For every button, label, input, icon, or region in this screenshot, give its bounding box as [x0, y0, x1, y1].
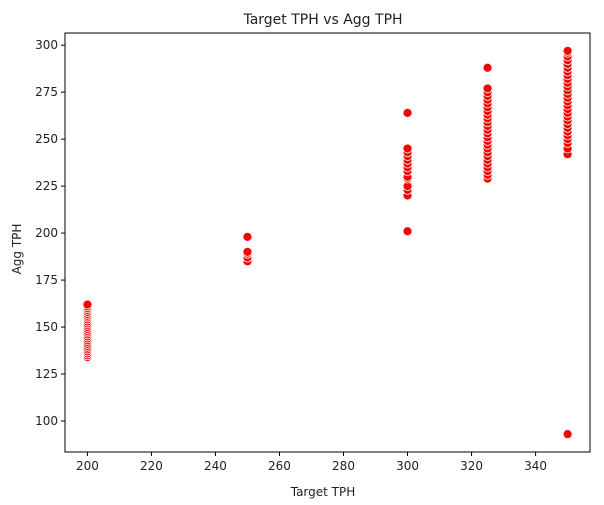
- data-point: [402, 107, 413, 118]
- y-tick-label: 100: [35, 414, 58, 428]
- x-tick-label: 340: [524, 459, 547, 473]
- y-axis-ticks: 100 125 150 175 200 225 250 275 300: [35, 38, 65, 428]
- data-point: [562, 45, 573, 56]
- data-point: [482, 83, 493, 94]
- y-tick-label: 250: [35, 132, 58, 146]
- y-tick-label: 300: [35, 38, 58, 52]
- plot-frame: [64, 32, 591, 453]
- x-tick-label: 200: [76, 459, 99, 473]
- y-tick-label: 175: [35, 273, 58, 287]
- x-tick-label: 300: [396, 459, 419, 473]
- y-tick-label: 200: [35, 226, 58, 240]
- y-tick-label: 275: [35, 85, 58, 99]
- data-point: [402, 143, 413, 154]
- x-tick-label: 280: [332, 459, 355, 473]
- x-tick-label: 220: [140, 459, 163, 473]
- x-tick-label: 320: [460, 459, 483, 473]
- x-tick-label: 260: [268, 459, 291, 473]
- y-tick-label: 125: [35, 367, 58, 381]
- y-tick-label: 225: [35, 179, 58, 193]
- x-tick-label: 240: [204, 459, 227, 473]
- y-axis-label: Agg TPH: [10, 224, 24, 275]
- x-axis-label: Target TPH: [290, 485, 356, 499]
- data-point: [82, 299, 93, 310]
- data-point: [242, 231, 253, 242]
- points-layer: [82, 45, 573, 440]
- x-axis-ticks: 200 220 240 260 280 300 320 340: [76, 452, 547, 473]
- y-tick-label: 150: [35, 320, 58, 334]
- chart-title: Target TPH vs Agg TPH: [242, 12, 402, 28]
- data-point: [402, 226, 413, 237]
- data-point: [562, 429, 573, 440]
- data-point: [242, 246, 253, 257]
- data-point: [482, 62, 493, 73]
